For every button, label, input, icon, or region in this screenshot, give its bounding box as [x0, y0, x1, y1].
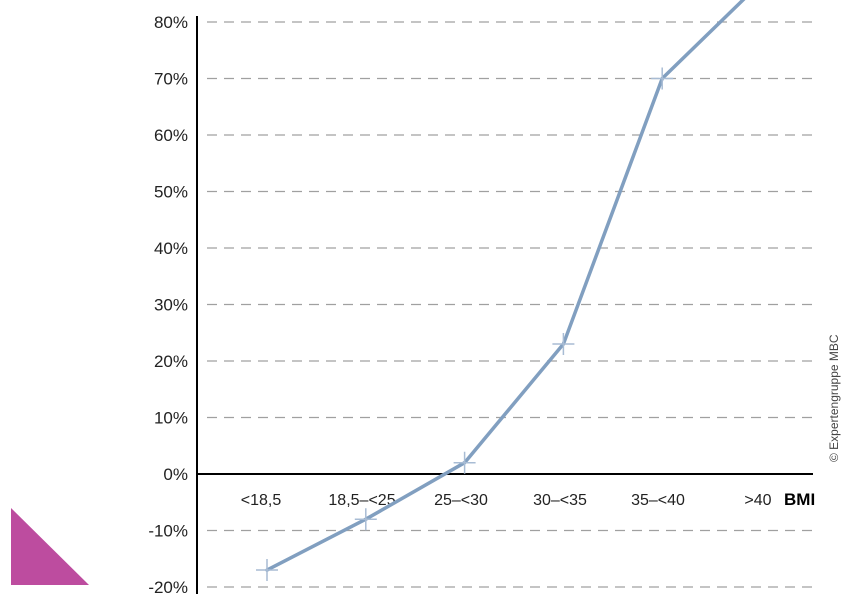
- x-category-label-2: 25–<30: [434, 492, 488, 509]
- y-tick-label--10: -10%: [148, 522, 188, 541]
- axes: [196, 16, 813, 594]
- x-category-label-3: 30–<35: [533, 492, 587, 509]
- y-tick-label-40: 40%: [154, 239, 188, 258]
- gridlines: [207, 21, 813, 588]
- point-marker-2: [453, 451, 476, 474]
- x-axis-title: BMI: [784, 490, 815, 509]
- y-tick-label-10: 10%: [154, 409, 188, 428]
- point-marker-3: [552, 333, 575, 356]
- y-tick-labels: 80% 70% 60% 50% 40% 30% 20% 10% 0% -10% -20%: [148, 13, 188, 594]
- x-category-label-0: <18,5: [241, 492, 282, 509]
- point-marker-4: [651, 67, 674, 90]
- series-bmi: [256, 0, 746, 582]
- y-tick-label-70: 70%: [154, 70, 188, 89]
- y-tick-label--20: -20%: [148, 578, 188, 594]
- x-category-label-1: 18,5–<25: [328, 492, 395, 509]
- point-marker-1: [354, 508, 377, 531]
- y-tick-label-0: 0%: [163, 465, 188, 484]
- corner-triangle-logo: [11, 508, 89, 585]
- x-category-label-4: 35–<40: [631, 492, 685, 509]
- x-category-label-5: >40: [744, 492, 771, 509]
- y-tick-label-30: 30%: [154, 296, 188, 315]
- copyright-credit: © Expertengruppe MBC: [827, 334, 841, 462]
- x-category-labels: <18,5 18,5–<25 25–<30 30–<35 35–<40 >40: [241, 492, 772, 509]
- y-tick-label-50: 50%: [154, 183, 188, 202]
- point-marker-0: [256, 559, 278, 582]
- y-tick-label-80: 80%: [154, 13, 188, 32]
- y-tick-label-60: 60%: [154, 126, 188, 145]
- series-line: [265, 0, 746, 572]
- y-tick-label-20: 20%: [154, 352, 188, 371]
